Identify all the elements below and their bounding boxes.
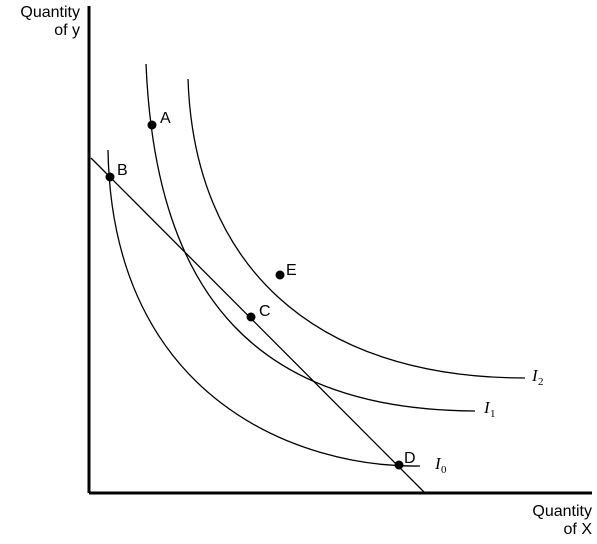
- x-axis-label-line1: Quantity: [532, 503, 592, 520]
- curve-label-i2-letter: I: [531, 366, 539, 385]
- indifference-curve-i0: [107, 149, 421, 467]
- point-c-label: C: [259, 303, 271, 320]
- indifference-curve-i1: [145, 63, 476, 412]
- curve-label-i2: I 2: [531, 366, 544, 388]
- y-axis-label-line1: Quantity: [20, 4, 80, 21]
- point-e-marker: [275, 270, 285, 280]
- curve-label-i1: I 1: [483, 398, 496, 420]
- curve-label-i1-letter: I: [483, 398, 491, 417]
- indifference-curve-i2: [187, 78, 526, 379]
- budget-line: [90, 157, 426, 494]
- y-axis-label-line2: of y: [54, 22, 80, 39]
- x-axis-label: Quantity of X: [500, 503, 592, 539]
- point-b-label: B: [117, 162, 128, 179]
- point-b-marker: [105, 172, 115, 182]
- curve-label-i0: I 0: [434, 454, 447, 476]
- curve-label-i0-letter: I: [434, 454, 442, 473]
- point-a-label: A: [160, 110, 171, 127]
- x-axis-label-line2: of X: [563, 521, 592, 538]
- point-d-marker: [394, 460, 404, 470]
- y-axis-label: Quantity of y: [4, 4, 80, 40]
- point-e-label: E: [286, 262, 297, 279]
- curve-label-i0-subscript: 0: [441, 464, 447, 476]
- curve-label-i1-subscript: 1: [490, 408, 496, 420]
- point-a-marker: [147, 120, 157, 130]
- point-d-label: D: [404, 450, 416, 467]
- point-c-marker: [246, 312, 256, 322]
- curve-label-i2-subscript: 2: [538, 376, 544, 388]
